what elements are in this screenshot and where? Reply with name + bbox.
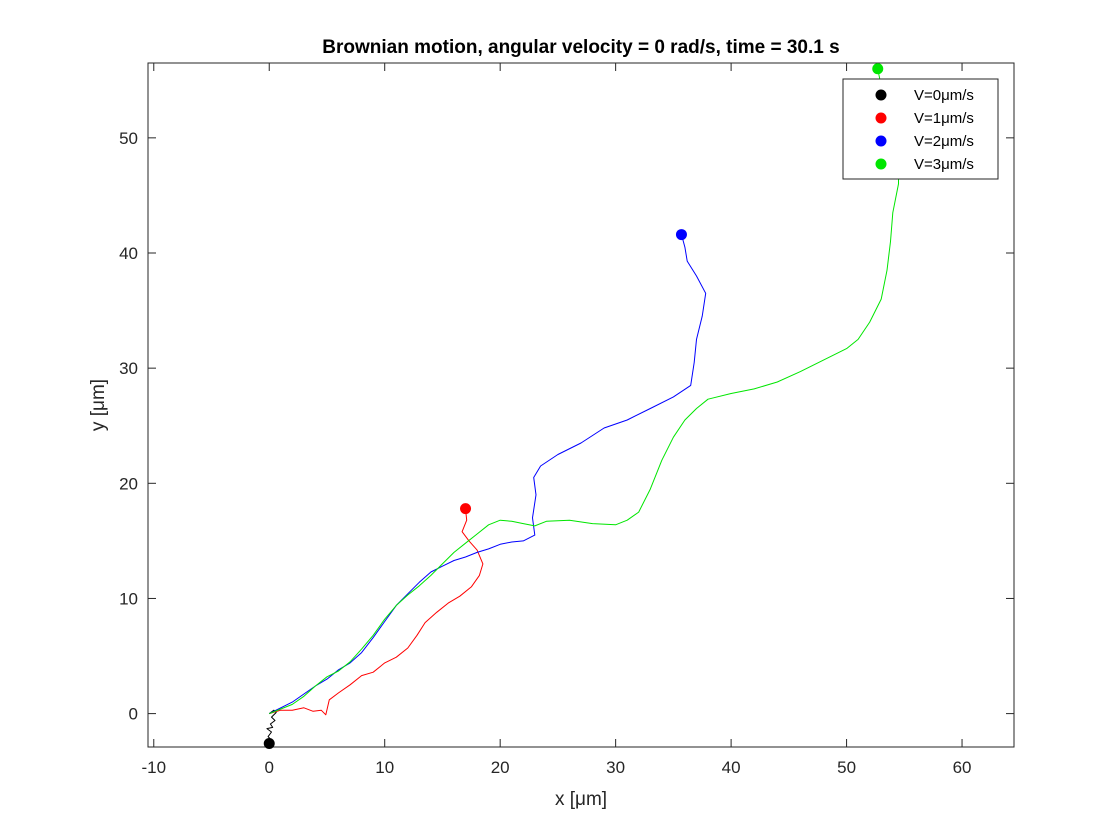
y-tick-label: 50 [119, 129, 138, 148]
y-tick-label: 20 [119, 474, 138, 493]
x-tick-label: 30 [606, 758, 625, 777]
series-endpoint-1 [460, 503, 472, 515]
legend-marker-2 [875, 135, 887, 147]
x-tick-label: -10 [141, 758, 166, 777]
x-tick-label: 0 [265, 758, 274, 777]
x-axis-label: x [μm] [555, 789, 607, 810]
chart-title: Brownian motion, angular velocity = 0 ra… [322, 37, 839, 58]
series-lines [266, 68, 899, 744]
x-tick-label: 60 [953, 758, 972, 777]
series-line-1 [269, 508, 484, 716]
series-line-2 [268, 234, 707, 715]
y-tick-label: 30 [119, 359, 138, 378]
x-tick-label: 10 [375, 758, 394, 777]
legend-entry-2: V=2μm/s [914, 133, 974, 150]
series-endpoint-3 [872, 63, 884, 75]
series-endpoints [263, 63, 884, 750]
legend-marker-3 [875, 158, 887, 170]
legend-marker-0 [875, 89, 887, 101]
x-tick-label: 40 [722, 758, 741, 777]
legend-entry-3: V=3μm/s [914, 156, 974, 173]
legend-entry-1: V=1μm/s [914, 110, 974, 127]
series-line-3 [269, 68, 899, 715]
x-tick-label: 50 [837, 758, 856, 777]
y-tick-label: 40 [119, 244, 138, 263]
legend-box [842, 78, 999, 180]
y-tick-label: 10 [119, 589, 138, 608]
series-endpoint-2 [675, 229, 687, 241]
x-tick-label: 20 [491, 758, 510, 777]
ticks-layer: -10 0 10 20 30 40 50 60 0 10 20 30 40 50 [119, 63, 1014, 777]
y-tick-label: 0 [129, 705, 138, 724]
y-axis-label: y [μm] [88, 379, 109, 431]
legend-entry-0: V=0μm/s [914, 87, 974, 104]
series-endpoint-0 [263, 738, 275, 750]
legend-marker-1 [875, 112, 887, 124]
legend: V=0μm/s V=1μm/s V=2μm/s V=3μm/s [842, 78, 999, 180]
